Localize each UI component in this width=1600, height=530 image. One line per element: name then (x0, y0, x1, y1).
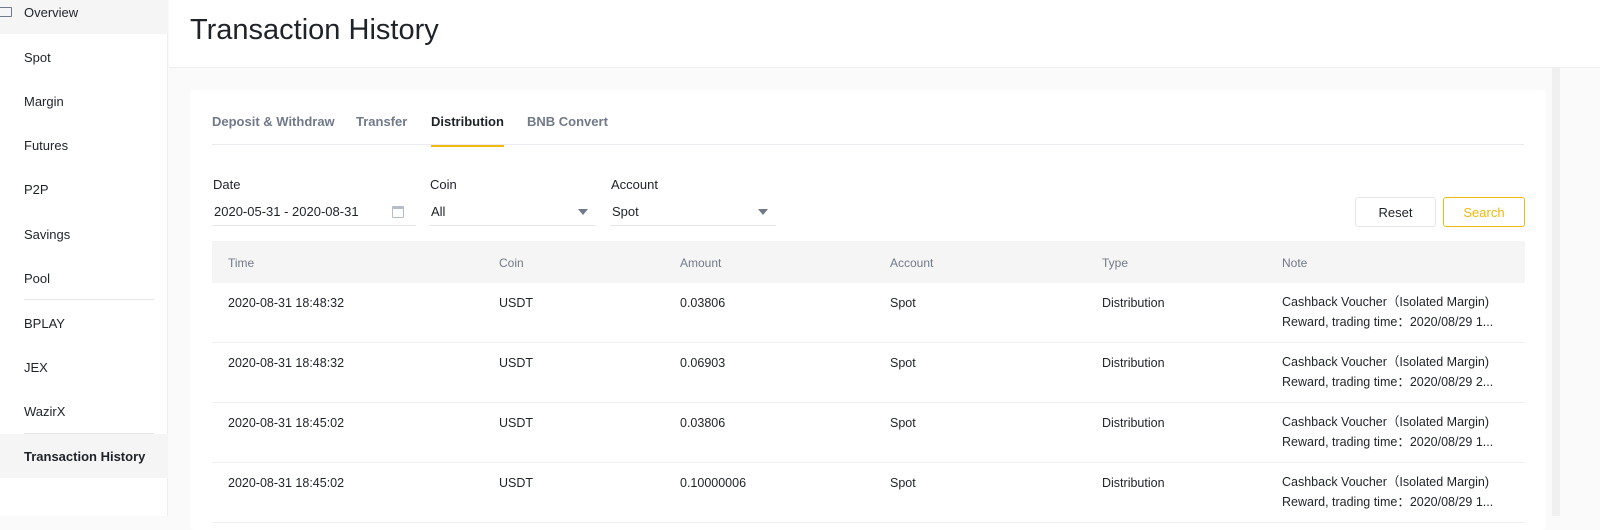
date-value: 2020-05-31 - 2020-08-31 (214, 204, 359, 219)
coin-select[interactable]: All (429, 198, 596, 226)
date-range-input[interactable]: 2020-05-31 - 2020-08-31 (212, 198, 416, 226)
sidebar-item-jex[interactable]: JEX (0, 345, 168, 389)
cell-coin: USDT (499, 296, 534, 310)
account-value: Spot (612, 204, 639, 219)
cell-time: 2020-08-31 18:45:02 (228, 416, 345, 430)
scrollbar[interactable] (1552, 68, 1560, 516)
sidebar-item-label: JEX (24, 359, 48, 375)
cell-account: Spot (890, 416, 916, 430)
cell-note: Cashback Voucher（Isolated Margin) Reward,… (1282, 352, 1493, 392)
cell-coin: USDT (499, 476, 534, 490)
sidebar-item-label: BPLAY (24, 315, 65, 331)
coin-label: Coin (430, 177, 457, 192)
cell-coin: USDT (499, 356, 534, 370)
page-header: Transaction History (169, 0, 1600, 68)
tab-bar: Deposit & Withdraw Transfer Distribution… (212, 90, 1524, 147)
cell-amount: 0.03806 (680, 416, 726, 430)
sidebar-item-label: P2P (24, 181, 49, 197)
cell-time: 2020-08-31 18:48:32 (228, 356, 345, 370)
column-header-time: Time (228, 256, 255, 270)
sidebar-item-label: Transaction History (24, 448, 146, 464)
cell-time: 2020-08-31 18:45:02 (228, 476, 345, 490)
cell-note: Cashback Voucher（Isolated Margin) Reward,… (1282, 292, 1493, 332)
chevron-down-icon (578, 209, 588, 215)
note-line: Cashback Voucher（Isolated Margin) (1282, 355, 1490, 369)
sidebar-item-wazirx[interactable]: WazirX (0, 389, 168, 433)
column-header-coin: Coin (499, 256, 524, 270)
note-line: Reward, trading time：2020/08/29 1... (1282, 435, 1494, 449)
sidebar-item-transaction-history[interactable]: Transaction History (0, 434, 168, 478)
sidebar-item-pool[interactable]: Pool (0, 256, 168, 300)
table-row: 2020-08-31 18:48:32 USDT 0.03806 Spot Distri… (212, 283, 1525, 343)
account-select[interactable]: Spot (610, 198, 776, 226)
note-line: Cashback Voucher（Isolated Margin) (1282, 415, 1490, 429)
cell-time: 2020-08-31 18:48:32 (228, 296, 345, 310)
cell-coin: USDT (499, 416, 534, 430)
coin-value: All (431, 204, 446, 219)
cell-type: Distribution (1102, 416, 1165, 430)
note-line: Cashback Voucher（Isolated Margin) (1282, 295, 1490, 309)
table-header: Time Coin Amount Account Type Note (212, 241, 1525, 283)
sidebar-item-label: Savings (24, 226, 71, 242)
tab-transfer[interactable]: Transfer (356, 114, 408, 129)
sidebar-item-p2p[interactable]: P2P (0, 167, 168, 211)
cell-amount: 0.03806 (680, 296, 726, 310)
cell-account: Spot (890, 296, 916, 310)
sidebar-item-spot[interactable]: Spot (0, 35, 168, 79)
table-row: 2020-08-31 18:45:02 USDT 0.03806 Spot Distri… (212, 403, 1525, 463)
sidebar-item-label: Pool (24, 270, 51, 286)
cell-account: Spot (890, 356, 916, 370)
table-row: 2020-08-31 18:48:32 USDT 0.06903 Spot Distri… (212, 343, 1525, 403)
sidebar-item-bplay[interactable]: BPLAY (0, 301, 168, 345)
note-line: Reward, trading time：2020/08/29 2... (1282, 375, 1494, 389)
tab-bnb-convert[interactable]: BNB Convert (527, 114, 608, 129)
sidebar-item-futures[interactable]: Futures (0, 123, 168, 167)
wallet-icon (0, 7, 12, 17)
note-line: Reward, trading time：2020/08/29 1... (1282, 315, 1494, 329)
cell-amount: 0.06903 (680, 356, 726, 370)
sidebar-item-savings[interactable]: Savings (0, 212, 168, 256)
date-label: Date (213, 177, 241, 192)
divider (24, 299, 154, 300)
cell-account: Spot (890, 476, 916, 490)
note-line: Reward, trading time：2020/08/29 1... (1282, 495, 1494, 509)
cell-note: Cashback Voucher（Isolated Margin) Reward,… (1282, 472, 1493, 512)
cell-note: Cashback Voucher（Isolated Margin) Reward,… (1282, 412, 1493, 452)
column-header-amount: Amount (680, 256, 722, 270)
sidebar-item-label: WazirX (24, 403, 66, 419)
divider (24, 433, 154, 434)
sidebar: Overview Spot Margin Futures P2P Savings… (0, 0, 168, 516)
note-line: Cashback Voucher（Isolated Margin) (1282, 475, 1490, 489)
sidebar-item-overview[interactable]: Overview (0, 0, 168, 34)
transaction-card: Deposit & Withdraw Transfer Distribution… (190, 90, 1546, 530)
cell-type: Distribution (1102, 296, 1165, 310)
cell-type: Distribution (1102, 476, 1165, 490)
cell-amount: 0.10000006 (680, 476, 747, 490)
calendar-icon[interactable] (392, 206, 404, 218)
column-header-type: Type (1102, 256, 1129, 270)
column-header-account: Account (890, 256, 934, 270)
tab-deposit-withdraw[interactable]: Deposit & Withdraw (212, 114, 335, 129)
sidebar-item-label: Spot (24, 49, 51, 65)
page-title: Transaction History (190, 14, 439, 46)
chevron-down-icon (758, 209, 768, 215)
table-row: 2020-08-31 18:45:02 USDT 0.10000006 Spot Dis… (212, 463, 1525, 523)
account-label: Account (611, 177, 658, 192)
column-header-note: Note (1282, 256, 1308, 270)
cell-type: Distribution (1102, 356, 1165, 370)
sidebar-item-label: Futures (24, 137, 69, 153)
sidebar-item-label: Margin (24, 93, 64, 109)
sidebar-item-label: Overview (24, 4, 79, 20)
reset-button[interactable]: Reset (1355, 197, 1436, 227)
sidebar-item-margin[interactable]: Margin (0, 79, 168, 123)
tab-distribution[interactable]: Distribution (431, 114, 504, 147)
search-button[interactable]: Search (1443, 197, 1525, 227)
